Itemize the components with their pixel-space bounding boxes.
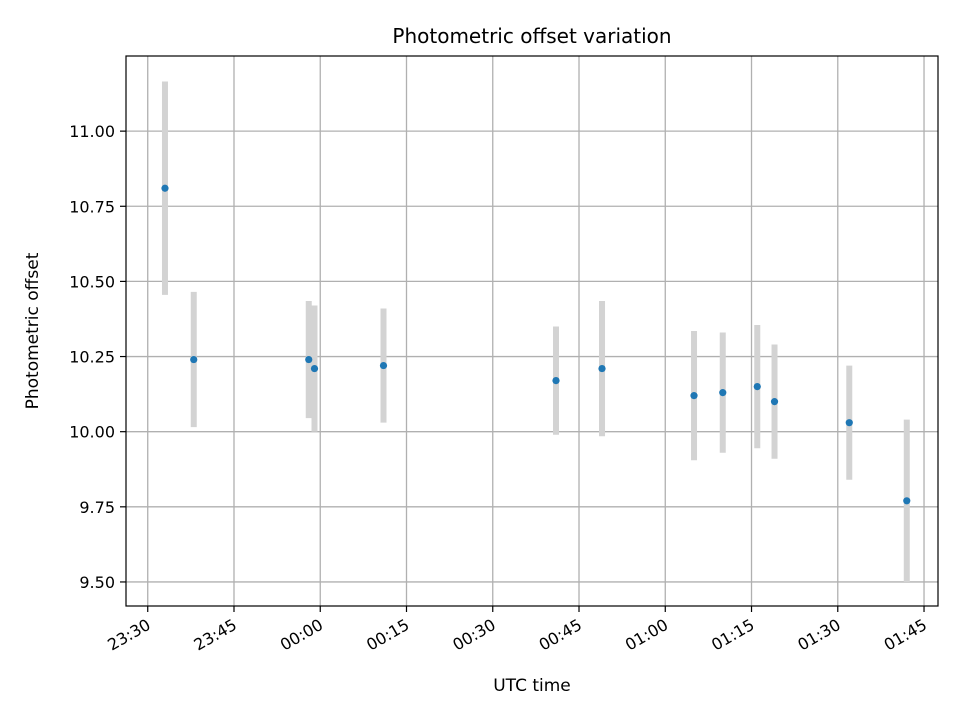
x-tick-label: 01:00 bbox=[622, 615, 671, 655]
y-axis-title: Photometric offset bbox=[23, 252, 43, 409]
data-point bbox=[753, 383, 761, 391]
x-tick-label: 23:30 bbox=[104, 615, 153, 655]
data-point bbox=[161, 184, 169, 192]
data-point bbox=[552, 376, 560, 385]
y-tick-label: 10.25 bbox=[69, 348, 115, 367]
x-tick-label: 00:15 bbox=[363, 615, 412, 655]
x-axis-ticks: 23:30 23:45 00:00 00:15 00:30 00:45 01:00 01:15… bbox=[104, 606, 930, 655]
y-tick-label: 9.50 bbox=[79, 573, 115, 592]
data-point bbox=[690, 392, 698, 400]
x-tick-label: 01:30 bbox=[794, 615, 843, 655]
x-tick-label: 00:30 bbox=[449, 615, 498, 655]
data-point bbox=[190, 355, 198, 364]
x-tick-label: 01:45 bbox=[881, 615, 930, 655]
data-point bbox=[719, 389, 727, 397]
data-point bbox=[598, 364, 606, 373]
y-tick-label: 10.00 bbox=[69, 423, 115, 442]
data-point bbox=[310, 364, 319, 373]
x-tick-label: 00:00 bbox=[277, 615, 326, 655]
data-point bbox=[305, 355, 313, 364]
x-tick-label: 01:15 bbox=[708, 615, 757, 655]
data-point bbox=[770, 398, 779, 406]
x-tick-label: 00:45 bbox=[536, 615, 585, 655]
y-tick-label: 11.00 bbox=[69, 122, 115, 141]
data-point bbox=[903, 497, 911, 505]
y-axis-ticks: 9.50 9.75 10.00 10.25 10.50 10.75 11.00 bbox=[69, 122, 126, 592]
grid bbox=[126, 56, 938, 606]
data-points bbox=[161, 184, 911, 505]
data-point bbox=[379, 361, 388, 370]
y-tick-label: 9.75 bbox=[79, 498, 115, 517]
data-point bbox=[845, 419, 853, 427]
y-tick-label: 10.50 bbox=[69, 272, 115, 291]
y-tick-label: 10.75 bbox=[69, 197, 115, 216]
x-axis-title: UTC time bbox=[493, 676, 571, 696]
x-tick-label: 23:45 bbox=[191, 615, 240, 655]
plot-frame bbox=[125, 55, 939, 607]
chart-title: Photometric offset variation bbox=[392, 24, 671, 48]
